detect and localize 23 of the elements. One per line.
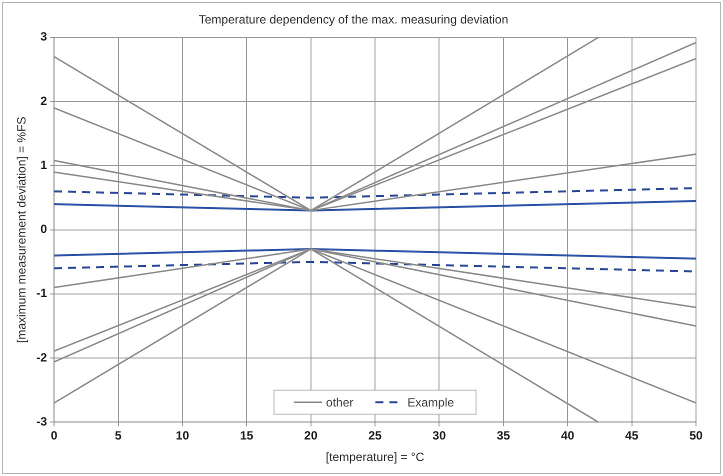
x-tick-label: 0	[50, 428, 58, 443]
x-tick-label: 40	[560, 428, 575, 443]
chart-title: Temperature dependency of the max. measuring deviation	[198, 12, 508, 27]
legend-label: other	[326, 396, 354, 410]
y-tick-label: -1	[36, 286, 48, 300]
y-tick-label: 0	[40, 222, 48, 236]
x-tick-label: 45	[625, 428, 639, 443]
x-tick-label: 50	[689, 428, 703, 443]
y-tick-label: 1	[40, 158, 48, 172]
x-tick-label: 10	[176, 428, 190, 443]
x-tick-label: 35	[496, 428, 510, 443]
legend-label: Example	[407, 396, 454, 410]
y-tick-label: -2	[36, 350, 48, 364]
x-tick-label: 20	[304, 428, 318, 443]
y-tick-label: 2	[40, 94, 48, 108]
x-tick-label: 25	[368, 428, 382, 443]
x-axis-title: [temperature] = °C	[326, 450, 425, 464]
y-tick-label: -3	[36, 414, 48, 429]
y-tick-label: 3	[40, 30, 48, 44]
y-axis-title: [maximum measurement deviation] = %FS	[14, 116, 29, 344]
x-tick-label: 5	[114, 428, 122, 443]
x-tick-label: 30	[432, 428, 446, 443]
x-tick-label: 15	[240, 428, 254, 443]
